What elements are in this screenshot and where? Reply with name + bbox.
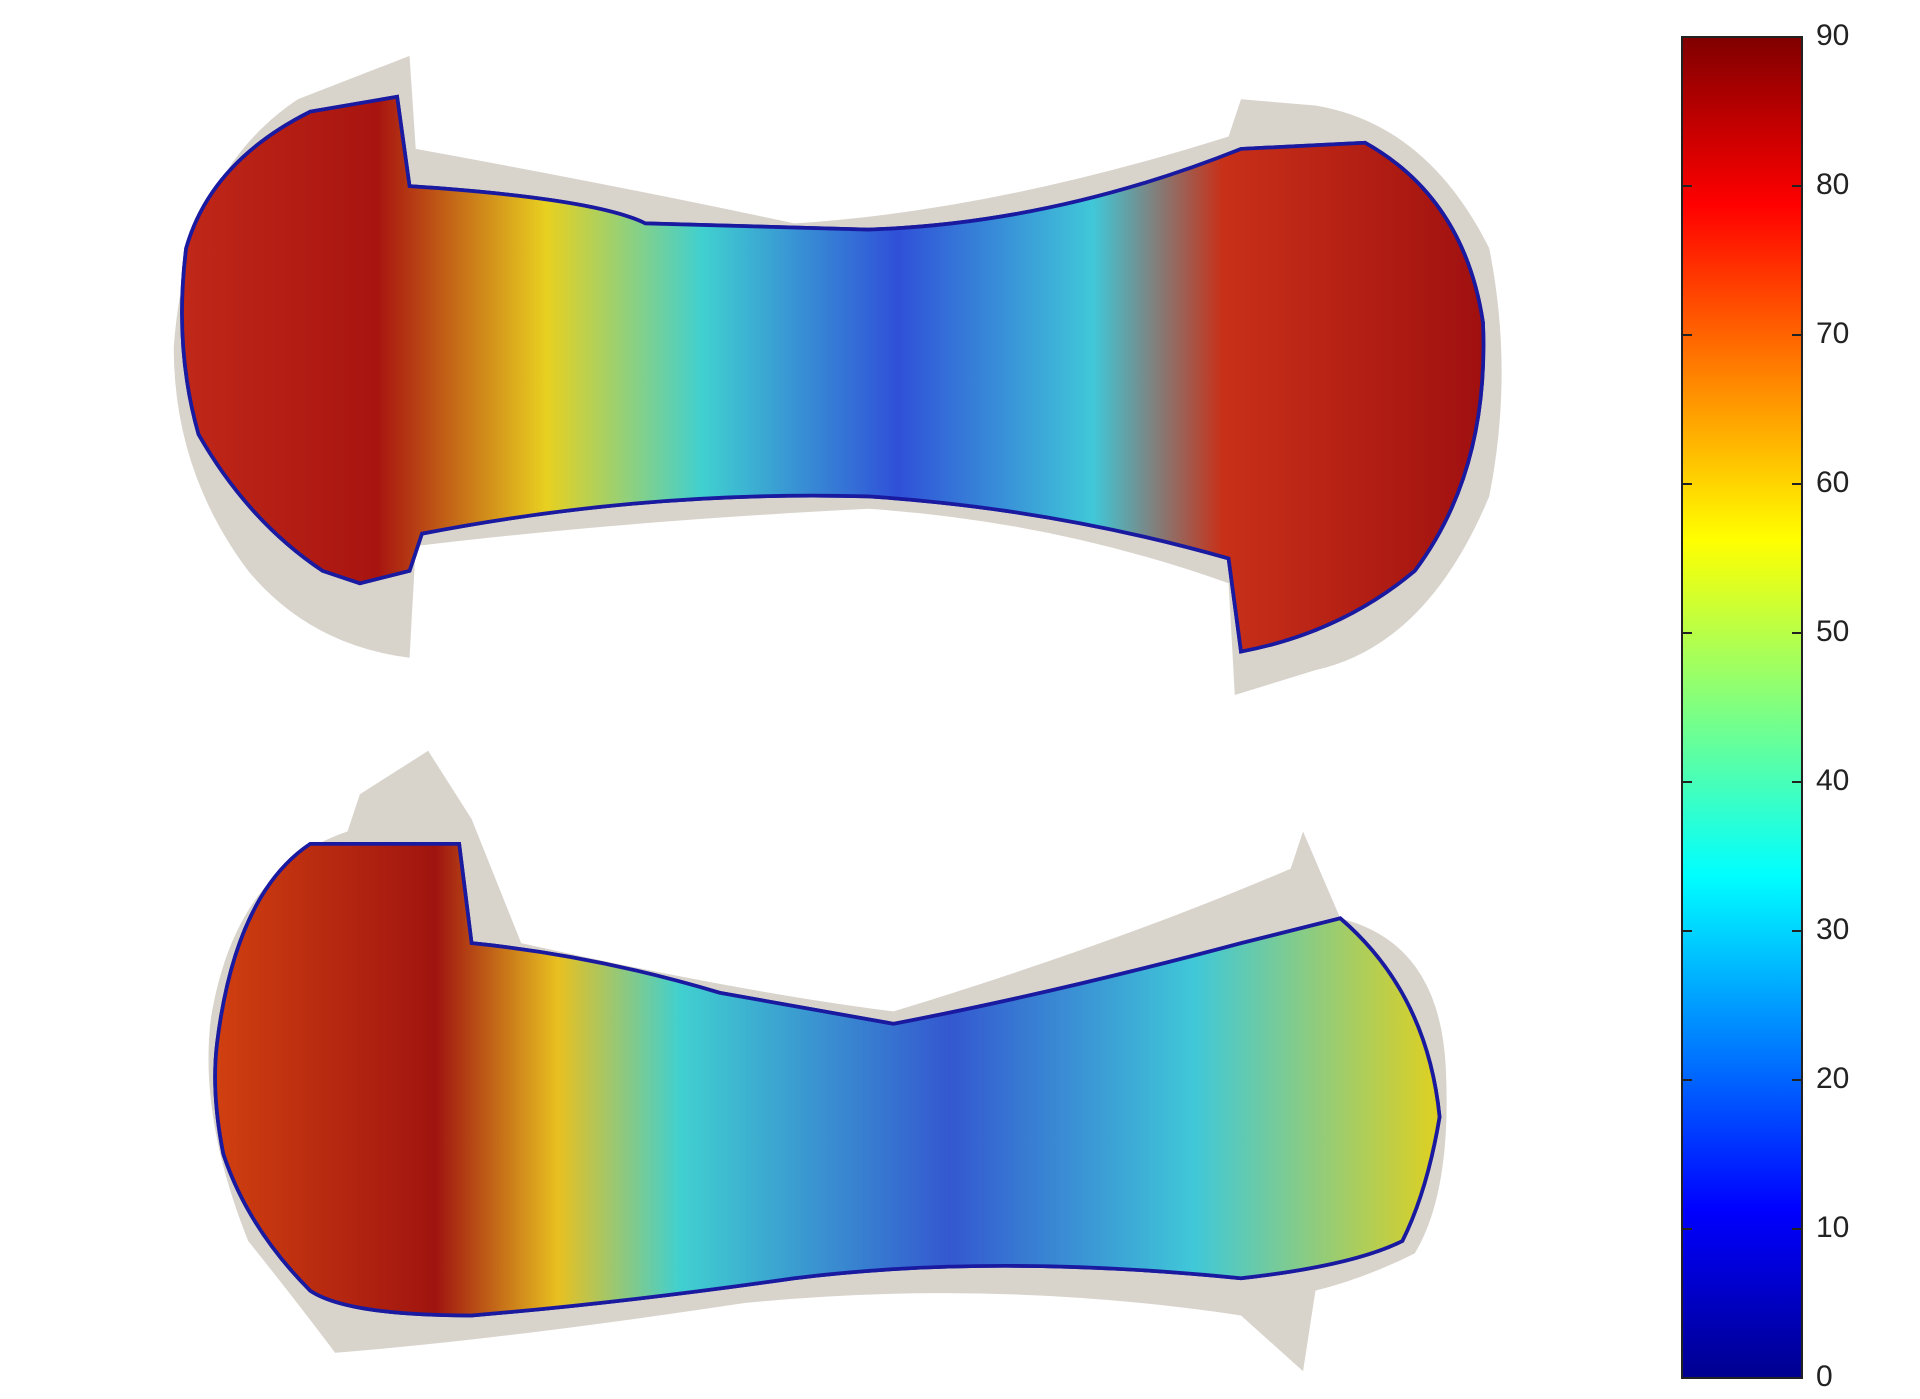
tick-label: 60	[1816, 466, 1849, 499]
tick-label: 50	[1816, 615, 1849, 648]
tick-label: 80	[1816, 168, 1849, 201]
sample-points	[180, 94, 1486, 654]
tick-label: 0	[1816, 1360, 1833, 1393]
tick-label: 10	[1816, 1211, 1849, 1244]
tick-label: 70	[1816, 317, 1849, 350]
tick-label: 20	[1816, 1062, 1849, 1095]
tick-label: 40	[1816, 764, 1849, 797]
tick-label: 30	[1816, 913, 1849, 946]
tick-label: 90	[1816, 19, 1849, 52]
bone-maps	[173, 55, 1502, 1372]
colorbar	[1681, 36, 1803, 1379]
